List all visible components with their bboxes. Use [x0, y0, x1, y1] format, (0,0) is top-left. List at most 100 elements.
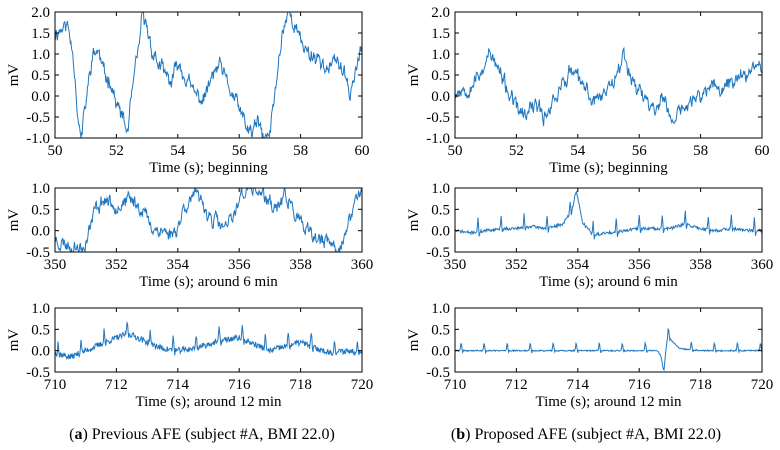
ecg-trace-3	[55, 321, 362, 361]
x-tick-label: 358	[289, 257, 312, 273]
y-tick-label: -0.5	[26, 110, 50, 126]
y-axis-label: mV	[6, 64, 22, 87]
x-tick-label: 720	[751, 377, 774, 393]
y-tick-label: 0.0	[431, 224, 450, 240]
caption-b-letter: b	[456, 426, 465, 443]
x-tick-label: 712	[105, 377, 128, 393]
y-tick-label: 1.5	[431, 26, 450, 42]
ecg-panel-2: 350 352 354 356 358 360 -0.5 0.0 0.5 1.0 Time (s);…	[6, 181, 373, 290]
x-tick-label: 354	[567, 257, 590, 273]
y-tick-label: 1.0	[31, 47, 50, 63]
x-axis-label: Time (s); beginning	[149, 160, 268, 176]
y-axis-label: mV	[406, 329, 422, 352]
y-axis-label: mV	[6, 209, 22, 232]
axes-frame-5	[454, 187, 763, 253]
y-tick-label: 1.5	[31, 26, 50, 42]
ecg-panel-1: 50 52 54 56 58 60 -1.0 -0.5 0.0 0.5 1.0 1.5 2.0 Time …	[6, 5, 370, 176]
x-tick-label: 54	[570, 143, 586, 159]
y-tick-label: 0.5	[431, 202, 450, 218]
y-tick-label: -0.5	[26, 365, 50, 381]
y-axis-label: mV	[406, 209, 422, 232]
y-tick-label: -0.5	[426, 365, 450, 381]
x-tick-label: 360	[351, 257, 374, 273]
x-tick-label: 716	[628, 377, 651, 393]
y-tick-label: 1.0	[431, 301, 450, 317]
y-tick-label: 0.0	[431, 344, 450, 360]
x-tick-label: 50	[48, 143, 63, 159]
caption-a-letter: a	[74, 426, 82, 443]
x-tick-label: 58	[293, 143, 308, 159]
axes-frame-1	[54, 11, 363, 139]
ecg-panel-6: 710 712 714 716 718 720 -0.5 0.0 0.5 1.0 Time (s);…	[406, 301, 773, 410]
y-tick-label: 0.0	[431, 89, 450, 105]
y-tick-label: 0.5	[431, 68, 450, 84]
x-tick-label: 716	[228, 377, 251, 393]
y-tick-label: 0.0	[31, 224, 50, 240]
x-axis-label: Time (s); around 6 min	[139, 274, 278, 290]
x-tick-label: 710	[444, 377, 467, 393]
x-tick-label: 350	[44, 257, 67, 273]
x-tick-label: 54	[170, 143, 186, 159]
x-tick-label: 358	[689, 257, 712, 273]
y-tick-label: 1.0	[31, 301, 50, 317]
y-tick-label: -1.0	[426, 131, 450, 147]
x-tick-label: 56	[232, 143, 248, 159]
caption-b: (b) Proposed AFE (subject #A, BMI 22.0)	[451, 426, 721, 443]
y-tick-label: 0.5	[431, 322, 450, 338]
x-tick-label: 360	[751, 257, 774, 273]
axes-frame-2	[54, 187, 363, 253]
y-tick-label: 0.0	[31, 344, 50, 360]
ecg-trace-1	[55, 12, 362, 138]
x-tick-label: 356	[228, 257, 251, 273]
x-tick-label: 710	[44, 377, 67, 393]
y-tick-label: 2.0	[431, 5, 450, 21]
caption-b-text: ) Proposed AFE (subject #A, BMI 22.0)	[465, 426, 721, 443]
y-tick-label: 0.0	[31, 89, 50, 105]
x-axis-label: Time (s); around 12 min	[535, 394, 682, 410]
x-tick-label: 718	[289, 377, 312, 393]
y-tick-label: -0.5	[426, 110, 450, 126]
y-tick-label: 2.0	[31, 5, 50, 21]
ecg-trace-6	[455, 327, 762, 372]
x-axis-label: Time (s); around 12 min	[135, 394, 282, 410]
y-tick-label: 0.5	[31, 322, 50, 338]
y-tick-label: 0.5	[31, 202, 50, 218]
caption-a-text: ) Previous AFE (subject #A, BMI 22.0)	[82, 426, 334, 443]
y-tick-label: 1.0	[31, 181, 50, 197]
x-tick-label: 52	[109, 143, 124, 159]
x-tick-label: 350	[444, 257, 467, 273]
ecg-trace-2	[55, 188, 362, 252]
axes-frame-6	[454, 307, 763, 373]
y-tick-label: -0.5	[26, 245, 50, 261]
ecg-trace-5	[455, 190, 762, 240]
ecg-panel-4: 50 52 54 56 58 60 -1.0 -0.5 0.0 0.5 1.0 1.5 2.0 Time …	[406, 5, 770, 176]
x-axis-label: Time (s); around 6 min	[539, 274, 678, 290]
ecg-trace-4	[455, 46, 762, 127]
x-tick-label: 712	[505, 377, 528, 393]
y-tick-label: 1.0	[431, 47, 450, 63]
x-tick-label: 52	[509, 143, 524, 159]
x-tick-label: 720	[351, 377, 374, 393]
x-tick-label: 352	[505, 257, 528, 273]
x-tick-label: 58	[693, 143, 708, 159]
y-tick-label: 0.5	[31, 68, 50, 84]
ecg-panel-3: 710 712 714 716 718 720 -0.5 0.0 0.5 1.0 Time (s);…	[6, 301, 373, 410]
y-tick-label: -1.0	[26, 131, 50, 147]
x-tick-label: 50	[448, 143, 463, 159]
x-tick-label: 356	[628, 257, 651, 273]
x-tick-label: 714	[167, 377, 190, 393]
x-axis-label: Time (s); beginning	[549, 160, 668, 176]
y-axis-label: mV	[6, 329, 22, 352]
axes-frame-3	[54, 307, 363, 373]
x-tick-label: 56	[632, 143, 648, 159]
caption-a: (a) Previous AFE (subject #A, BMI 22.0)	[69, 426, 335, 443]
y-axis-label: mV	[406, 64, 422, 87]
y-tick-label: -0.5	[426, 245, 450, 261]
x-tick-label: 714	[567, 377, 590, 393]
x-tick-label: 60	[355, 143, 370, 159]
y-tick-label: 1.0	[431, 181, 450, 197]
x-tick-label: 60	[755, 143, 770, 159]
x-tick-label: 718	[689, 377, 712, 393]
ecg-panel-5: 350 352 354 356 358 360 -0.5 0.0 0.5 1.0 Time (s);…	[406, 181, 773, 290]
